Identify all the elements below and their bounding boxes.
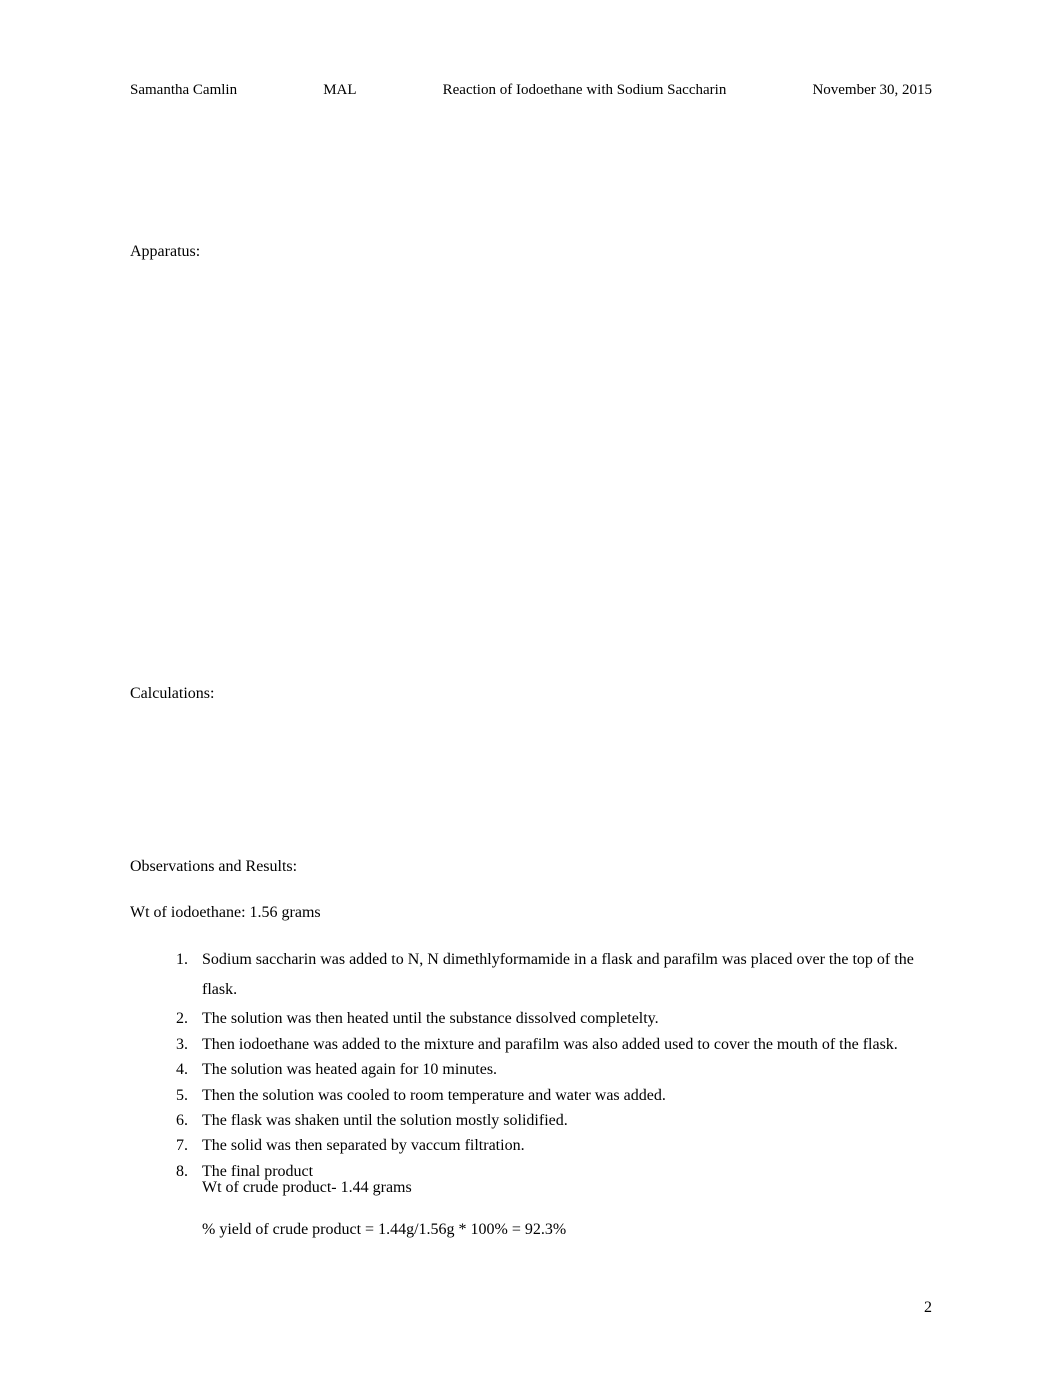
step-3: Then iodoethane was added to the mixture… bbox=[192, 1034, 932, 1056]
step-8: The final product Wt of crude product- 1… bbox=[192, 1161, 932, 1242]
observations-heading: Observations and Results: bbox=[130, 856, 932, 878]
calculations-heading: Calculations: bbox=[130, 683, 932, 705]
calculations-section: Calculations: bbox=[130, 683, 932, 705]
step-8-yield: % yield of crude product = 1.44g/1.56g *… bbox=[202, 1219, 932, 1241]
apparatus-heading: Apparatus: bbox=[130, 241, 932, 263]
apparatus-section: Apparatus: bbox=[130, 241, 932, 263]
page-header: Samantha Camlin MAL Reaction of Iodoetha… bbox=[130, 80, 932, 101]
header-author: Samantha Camlin bbox=[130, 80, 237, 101]
step-8-sub: Wt of crude product- 1.44 grams bbox=[202, 1177, 932, 1199]
observations-section: Observations and Results: Wt of iodoetha… bbox=[130, 856, 932, 1242]
wt-iodoethane-line: Wt of iodoethane: 1.56 grams bbox=[130, 902, 932, 924]
step-1: Sodium saccharin was added to N, N dimet… bbox=[192, 945, 932, 1006]
step-4: The solution was heated again for 10 min… bbox=[192, 1059, 932, 1081]
procedure-list: Sodium saccharin was added to N, N dimet… bbox=[130, 945, 932, 1242]
step-2: The solution was then heated until the s… bbox=[192, 1008, 932, 1030]
header-code: MAL bbox=[323, 80, 356, 101]
header-title: Reaction of Iodoethane with Sodium Sacch… bbox=[443, 80, 727, 101]
step-7: The solid was then separated by vaccum f… bbox=[192, 1135, 932, 1157]
page-number: 2 bbox=[924, 1297, 932, 1319]
step-5: Then the solution was cooled to room tem… bbox=[192, 1085, 932, 1107]
step-6: The flask was shaken until the solution … bbox=[192, 1110, 932, 1132]
header-date: November 30, 2015 bbox=[812, 80, 932, 101]
